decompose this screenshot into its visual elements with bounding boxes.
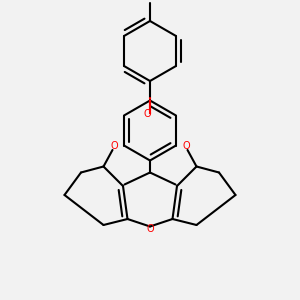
Text: O: O (110, 141, 118, 152)
Text: O: O (146, 224, 154, 235)
Text: O: O (182, 141, 190, 152)
Text: O: O (143, 109, 151, 119)
